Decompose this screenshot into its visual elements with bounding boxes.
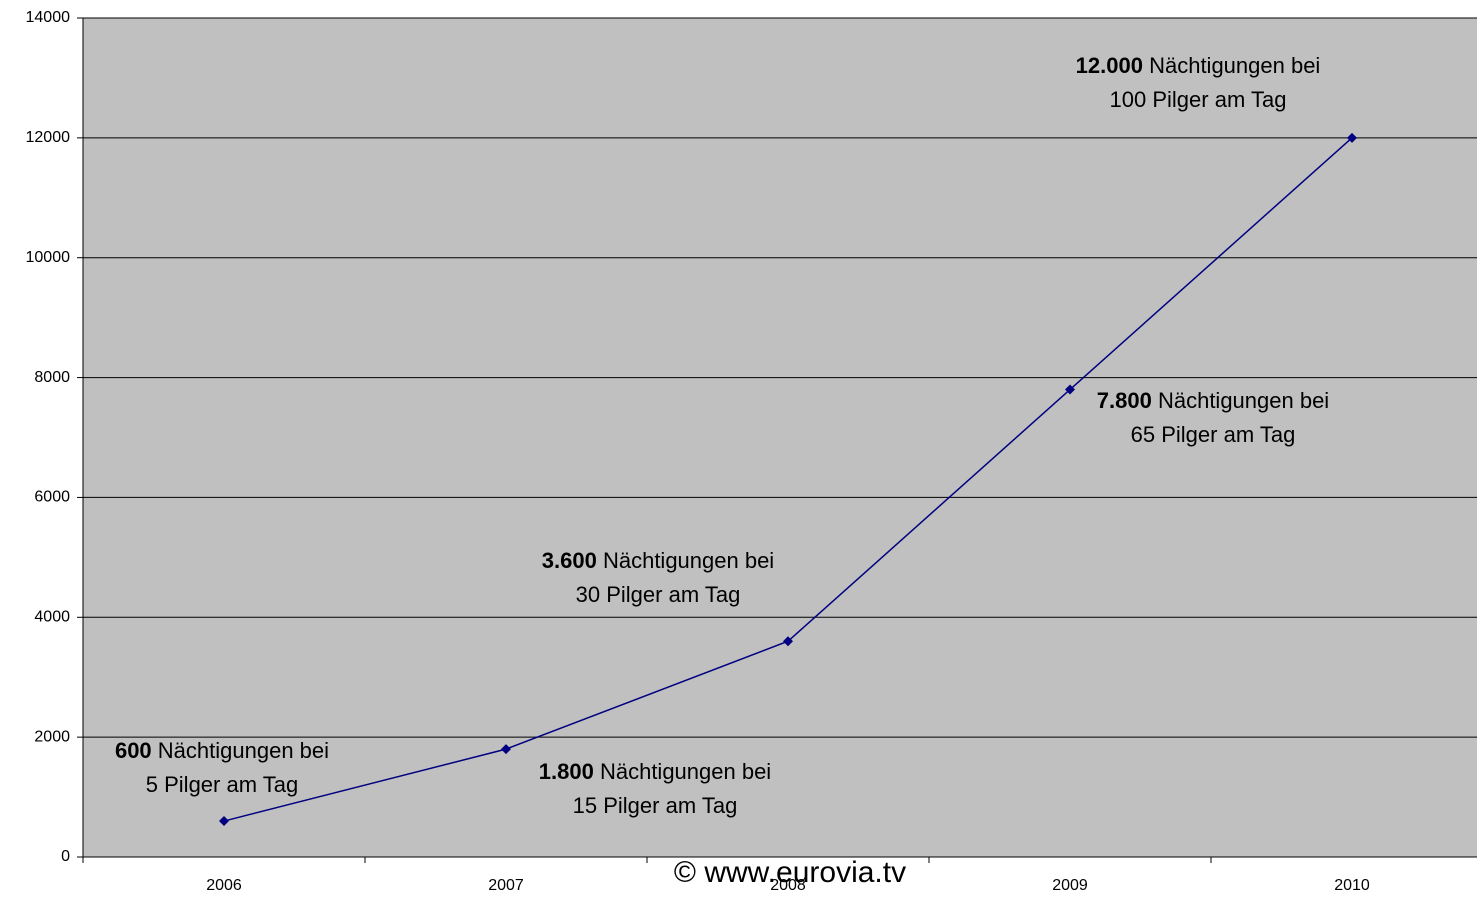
annotation: 7.800 Nächtigungen bei — [1097, 388, 1329, 413]
annotation: 12.000 Nächtigungen bei — [1076, 53, 1321, 78]
y-tick-label: 2000 — [34, 728, 70, 745]
annotation: 1.800 Nächtigungen bei — [539, 759, 771, 784]
annotation-text: Nächtigungen bei — [1152, 388, 1329, 413]
annotation-bold: 1.800 — [539, 759, 594, 784]
y-tick-label: 0 — [61, 848, 70, 865]
annotation-text: Nächtigungen bei — [597, 548, 774, 573]
y-tick-label: 10000 — [26, 249, 71, 266]
copyright: © www.eurovia.tv — [674, 856, 906, 889]
plot-area — [83, 18, 1477, 857]
annotation-text: Nächtigungen bei — [1143, 53, 1320, 78]
marker — [1065, 384, 1075, 395]
annotation-bold: 12.000 — [1076, 53, 1143, 78]
annotation-bold: 7.800 — [1097, 388, 1152, 413]
x-tick-label: 2007 — [488, 877, 524, 894]
x-tick-label: 2010 — [1334, 877, 1370, 894]
y-tick-label: 8000 — [34, 369, 70, 386]
annotation-line2: 5 Pilger am Tag — [146, 772, 298, 797]
y-tick-label: 4000 — [34, 609, 70, 626]
annotation-line2: 15 Pilger am Tag — [573, 793, 738, 818]
annotation-bold: 3.600 — [542, 548, 597, 573]
y-tick-label: 6000 — [34, 489, 70, 506]
y-tick-label: 12000 — [26, 129, 71, 146]
marker — [1347, 132, 1357, 143]
annotation: 3.600 Nächtigungen bei — [542, 548, 774, 573]
x-tick-label: 2006 — [206, 877, 242, 894]
annotation-text: Nächtigungen bei — [152, 738, 329, 763]
marker — [219, 816, 229, 827]
x-tick-label: 2009 — [1052, 877, 1088, 894]
annotation-line2: 30 Pilger am Tag — [576, 582, 741, 607]
marker — [783, 636, 793, 647]
x-tick-label: 2008 — [770, 877, 806, 894]
annotation-line2: 100 Pilger am Tag — [1110, 87, 1287, 112]
annotation-bold: 600 — [115, 738, 152, 763]
y-tick-label: 14000 — [26, 9, 71, 26]
annotation-line2: 65 Pilger am Tag — [1131, 422, 1296, 447]
marker — [501, 744, 511, 755]
annotation: 600 Nächtigungen bei — [115, 738, 329, 763]
annotation-text: Nächtigungen bei — [594, 759, 771, 784]
